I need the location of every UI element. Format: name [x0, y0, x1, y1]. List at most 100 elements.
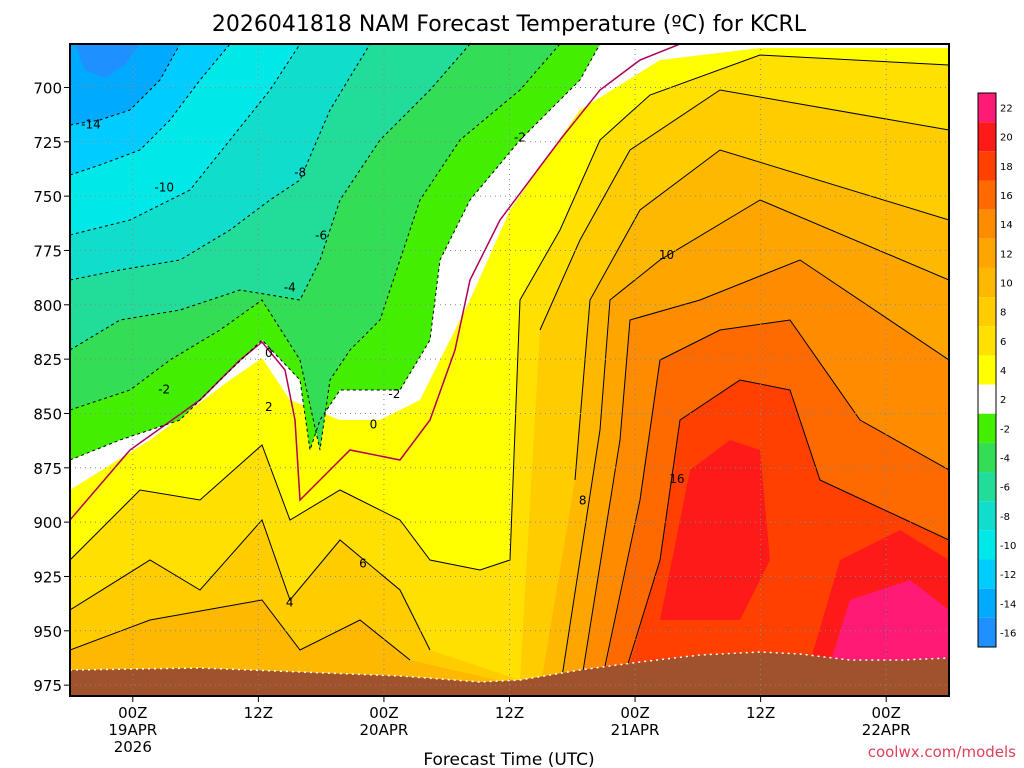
y-tick-label: 925 [33, 568, 62, 586]
colorbar-label: -14 [1000, 599, 1016, 610]
contour-label: 4 [286, 596, 294, 610]
colorbar-label: 14 [1000, 220, 1013, 231]
colorbar-label: -8 [1000, 512, 1010, 523]
contour-solid [579, 259, 949, 691]
colorbar-segment [978, 588, 996, 618]
colorbar-segment [978, 267, 996, 298]
colorbar-label: 22 [1000, 104, 1013, 115]
colorbar-segment [978, 297, 996, 327]
contour-label: 16 [669, 472, 684, 486]
colorbar: 22 20 18 16 14 12 10 8 6 4 2 -2 -4 -6 -8 -10 -12 -14 -16 [977, 92, 1016, 648]
colorbar-label: 12 [1000, 249, 1013, 260]
contour-label: 10 [659, 248, 674, 262]
colorbar-segment [978, 530, 996, 560]
x-tick-label: 00Z [872, 704, 901, 722]
colorbar-frame [977, 92, 997, 648]
colorbar-label: 8 [1000, 308, 1006, 319]
colorbar-label: 6 [1000, 337, 1006, 348]
colorbar-label: -2 [1000, 424, 1010, 435]
contour-label: 6 [359, 557, 367, 571]
chart-title: 2026041818 NAM Forecast Temperature (ºC)… [212, 12, 807, 37]
x-axis-label: Forecast Time (UTC) [423, 750, 594, 768]
contour-label: -2 [388, 387, 400, 401]
colorbar-segment [978, 122, 996, 152]
x-tick-label: 00Z [369, 704, 398, 722]
grid-lines [70, 44, 949, 696]
colorbar-segment [978, 413, 996, 443]
x-tick-label: 12Z [495, 704, 524, 722]
x-tick-label: 00Z [118, 704, 147, 722]
contour-label: -2 [514, 131, 526, 145]
contour-dashed [70, 44, 471, 351]
contour-solid [70, 54, 949, 571]
x-tick-label: 20APR [360, 721, 409, 739]
colorbar-label: 4 [1000, 366, 1006, 377]
contour-label: -8 [294, 165, 306, 179]
y-tick-label: 800 [33, 297, 62, 315]
contour-label: 0 [370, 418, 378, 432]
contour-dashed [70, 44, 601, 461]
colorbar-segment [978, 384, 996, 414]
y-tick-label: 850 [33, 405, 62, 423]
terrain-edge [70, 651, 949, 683]
contour-dashed [70, 44, 561, 451]
colorbar-segment [978, 180, 996, 210]
contour-solid [70, 89, 949, 651]
y-tick-label: 775 [33, 242, 62, 260]
zero-contour-west [70, 44, 681, 521]
x-tick-label: 19APR [108, 721, 157, 739]
contour-label: -6 [315, 228, 327, 242]
colorbar-label: -12 [1000, 570, 1016, 581]
plot-area: -14 -10 -8 -6 -4 -2 -2 -2 0 0 2 4 6 8 10 16 [70, 44, 949, 696]
colorbar-label: -4 [1000, 453, 1010, 464]
y-tick-label: 750 [33, 188, 62, 206]
colorbar-segment [978, 93, 996, 123]
contour-solid [70, 149, 949, 661]
x-tick-label: 00Z [620, 704, 649, 722]
colorbar-label: -6 [1000, 483, 1010, 494]
y-tick-label: 900 [33, 514, 62, 532]
colorbar-label: 20 [1000, 133, 1013, 144]
colorbar-segment [978, 355, 996, 385]
band-minus16-to-minus14 [75, 44, 140, 78]
contour-dashed [70, 44, 231, 176]
contour-labels: -14 -10 -8 -6 -4 -2 -2 -2 0 0 2 4 6 8 10 16 [81, 118, 684, 610]
contour-label: -2 [158, 383, 170, 397]
contour-solid [619, 379, 949, 691]
credit-text: coolwx.com/models [868, 743, 1016, 761]
contour-label: 8 [579, 494, 587, 508]
contour-dashed [70, 44, 301, 236]
x-tick-label: 12Z [244, 704, 273, 722]
colorbar-label: 10 [1000, 279, 1013, 290]
x-tick-label: 22APR [862, 721, 911, 739]
colorbar-label: 16 [1000, 191, 1013, 202]
x-tick-label: 12Z [746, 704, 775, 722]
colorbar-segment [978, 501, 996, 531]
x-tick-label: 21APR [611, 721, 660, 739]
colorbar-label: 18 [1000, 162, 1013, 173]
colorbar-segment [978, 238, 996, 268]
y-tick-label: 875 [33, 460, 62, 478]
contour-label: 0 [265, 346, 273, 360]
terrain [70, 652, 949, 696]
colorbar-segment [978, 326, 996, 356]
colorbar-segment [978, 617, 996, 647]
colorbar-segment [978, 472, 996, 502]
contour-label: -14 [81, 118, 101, 132]
colorbar-segment [978, 151, 996, 181]
contour-label: 2 [265, 400, 273, 414]
y-axis: 700 725 750 775 800 825 850 875 900 925 950 975 [33, 79, 70, 695]
colorbar-segment [978, 442, 996, 473]
contour-solid [599, 319, 949, 691]
colorbar-label: -16 [1000, 628, 1016, 639]
x-tick-label: 2026 [114, 738, 152, 756]
y-tick-label: 950 [33, 623, 62, 641]
colorbar-label: -10 [1000, 541, 1016, 552]
contour-dashed [70, 44, 371, 281]
y-tick-label: 825 [33, 351, 62, 369]
contour-label: -4 [284, 281, 296, 295]
y-tick-label: 725 [33, 134, 62, 152]
y-tick-label: 975 [33, 677, 62, 695]
